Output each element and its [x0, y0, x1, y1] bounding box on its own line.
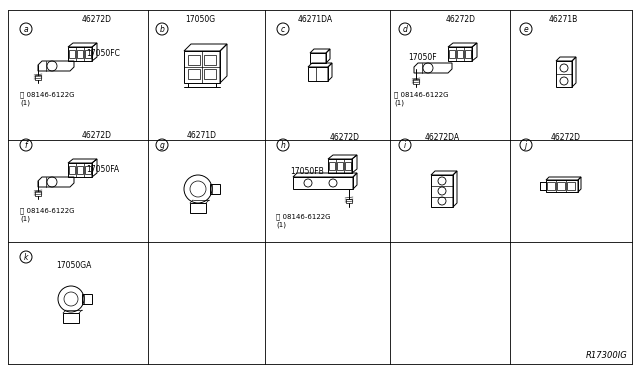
Bar [85, 166, 91, 174]
Text: 46272DA: 46272DA [425, 133, 460, 142]
Bar [431, 175, 453, 207]
Bar [557, 182, 565, 190]
Bar [567, 182, 575, 190]
Bar [204, 55, 216, 65]
Bar [310, 53, 326, 63]
Text: Ⓑ 08146-6122G: Ⓑ 08146-6122G [20, 207, 74, 214]
Bar [345, 162, 351, 170]
Text: 46272D: 46272D [551, 133, 581, 142]
Text: e: e [524, 25, 529, 33]
Text: i: i [404, 141, 406, 150]
Text: Ⓑ 08146-6122G: Ⓑ 08146-6122G [276, 213, 330, 219]
Bar [449, 50, 455, 58]
Bar [546, 180, 578, 192]
Bar [204, 69, 216, 79]
Bar [85, 50, 91, 58]
Text: 17050FA: 17050FA [86, 165, 119, 174]
Text: 17050GA: 17050GA [56, 261, 92, 270]
Bar [413, 79, 419, 84]
Text: d: d [403, 25, 408, 33]
Text: (1): (1) [394, 100, 404, 106]
Bar [328, 159, 352, 173]
Bar [35, 75, 41, 80]
Text: 46272D: 46272D [446, 15, 476, 24]
Text: 17050FB: 17050FB [290, 167, 324, 176]
Bar [35, 191, 41, 196]
Text: 17050FC: 17050FC [86, 49, 120, 58]
Bar [337, 162, 343, 170]
Bar [293, 177, 353, 189]
Bar [184, 51, 220, 83]
Text: 46271DA: 46271DA [298, 15, 333, 24]
Bar [547, 182, 555, 190]
Text: R17300IG: R17300IG [586, 351, 628, 360]
Bar [68, 47, 92, 61]
Text: 46271D: 46271D [187, 131, 217, 140]
Bar [448, 47, 472, 61]
Bar [77, 166, 83, 174]
Text: (1): (1) [20, 100, 30, 106]
Text: f: f [25, 141, 28, 150]
Text: 46272D: 46272D [82, 131, 112, 140]
Text: (1): (1) [20, 216, 30, 222]
Text: 46271B: 46271B [549, 15, 579, 24]
Bar [329, 162, 335, 170]
Bar [308, 67, 328, 81]
Bar [69, 50, 75, 58]
Text: j: j [525, 141, 527, 150]
Bar [457, 50, 463, 58]
Bar [82, 294, 92, 304]
Bar [465, 50, 471, 58]
Text: c: c [281, 25, 285, 33]
Bar [346, 199, 352, 203]
Text: 46272D: 46272D [82, 15, 112, 24]
Text: k: k [24, 253, 28, 262]
Bar [68, 163, 92, 177]
Text: h: h [280, 141, 285, 150]
Text: (1): (1) [276, 222, 286, 228]
Text: Ⓑ 08146-6122G: Ⓑ 08146-6122G [20, 91, 74, 97]
Text: g: g [159, 141, 164, 150]
Bar [69, 166, 75, 174]
Text: 17050F: 17050F [408, 53, 436, 62]
Bar [77, 50, 83, 58]
Text: b: b [159, 25, 164, 33]
Bar [190, 203, 206, 213]
Bar [556, 61, 572, 87]
Bar [210, 184, 220, 194]
Text: 46272D: 46272D [330, 133, 360, 142]
Bar [63, 313, 79, 323]
Text: Ⓑ 08146-6122G: Ⓑ 08146-6122G [394, 91, 449, 97]
Text: a: a [24, 25, 28, 33]
Text: 17050G: 17050G [185, 15, 215, 24]
Bar [188, 55, 200, 65]
Bar [188, 69, 200, 79]
